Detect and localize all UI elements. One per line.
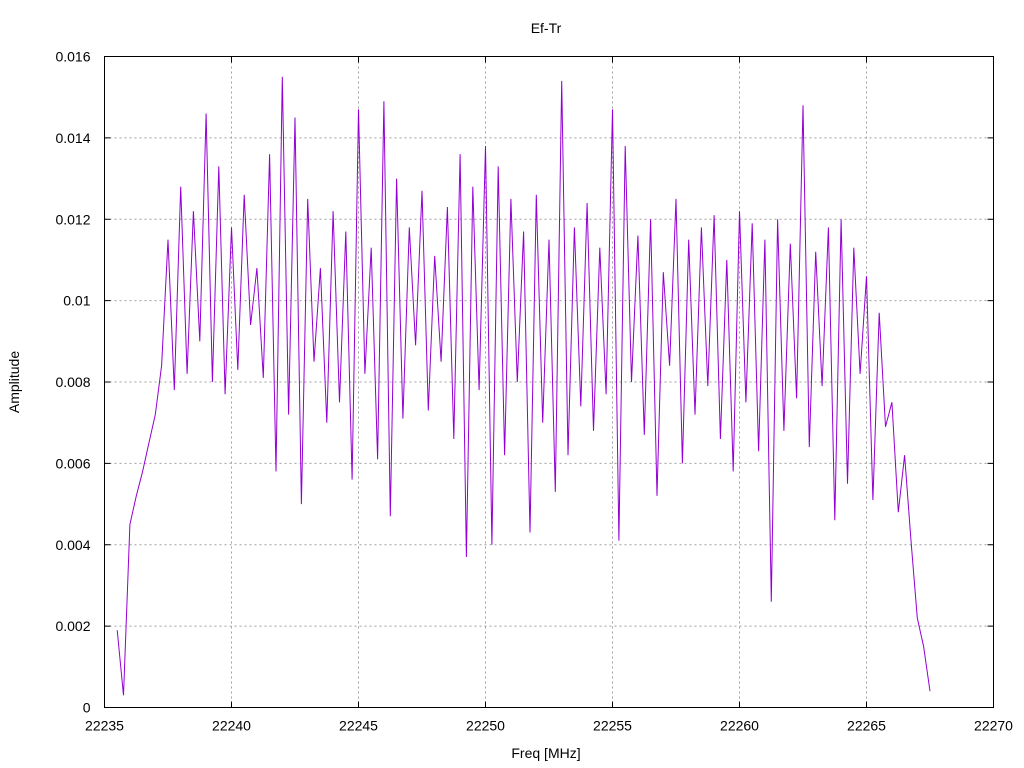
x-tick-labels: 22235 22240 22245 22250 22255 22260 22265 22270: [85, 718, 1013, 734]
axis-ticks: [104, 56, 994, 708]
x-tick-label: 22260: [720, 718, 759, 734]
y-tick-labels: 0 0.002 0.004 0.006 0.008 0.01 0.012 0.014 0.016: [55, 49, 90, 716]
y-axis-label: Amplitude: [6, 351, 22, 413]
chart-title: Ef-Tr: [531, 20, 562, 36]
y-tick-label: 0.014: [55, 130, 90, 146]
x-tick-label: 22250: [466, 718, 505, 734]
y-tick-label: 0.008: [55, 374, 90, 390]
x-tick-label: 22270: [974, 718, 1013, 734]
y-tick-label: 0.006: [55, 455, 90, 471]
y-tick-label: 0.002: [55, 618, 90, 634]
x-axis-label: Freq [MHz]: [511, 745, 580, 761]
y-tick-label: 0.004: [55, 537, 90, 553]
x-tick-label: 22265: [847, 718, 886, 734]
y-tick-label: 0.01: [63, 293, 90, 309]
x-tick-label: 22235: [85, 718, 124, 734]
series-line: [116, 76, 931, 696]
grid-lines: [104, 56, 994, 708]
y-tick-label: 0.016: [55, 49, 90, 65]
x-tick-label: 22240: [212, 718, 251, 734]
x-tick-label: 22255: [593, 718, 632, 734]
y-tick-label: 0: [83, 700, 91, 716]
x-tick-label: 22245: [339, 718, 378, 734]
y-tick-label: 0.012: [55, 211, 90, 227]
